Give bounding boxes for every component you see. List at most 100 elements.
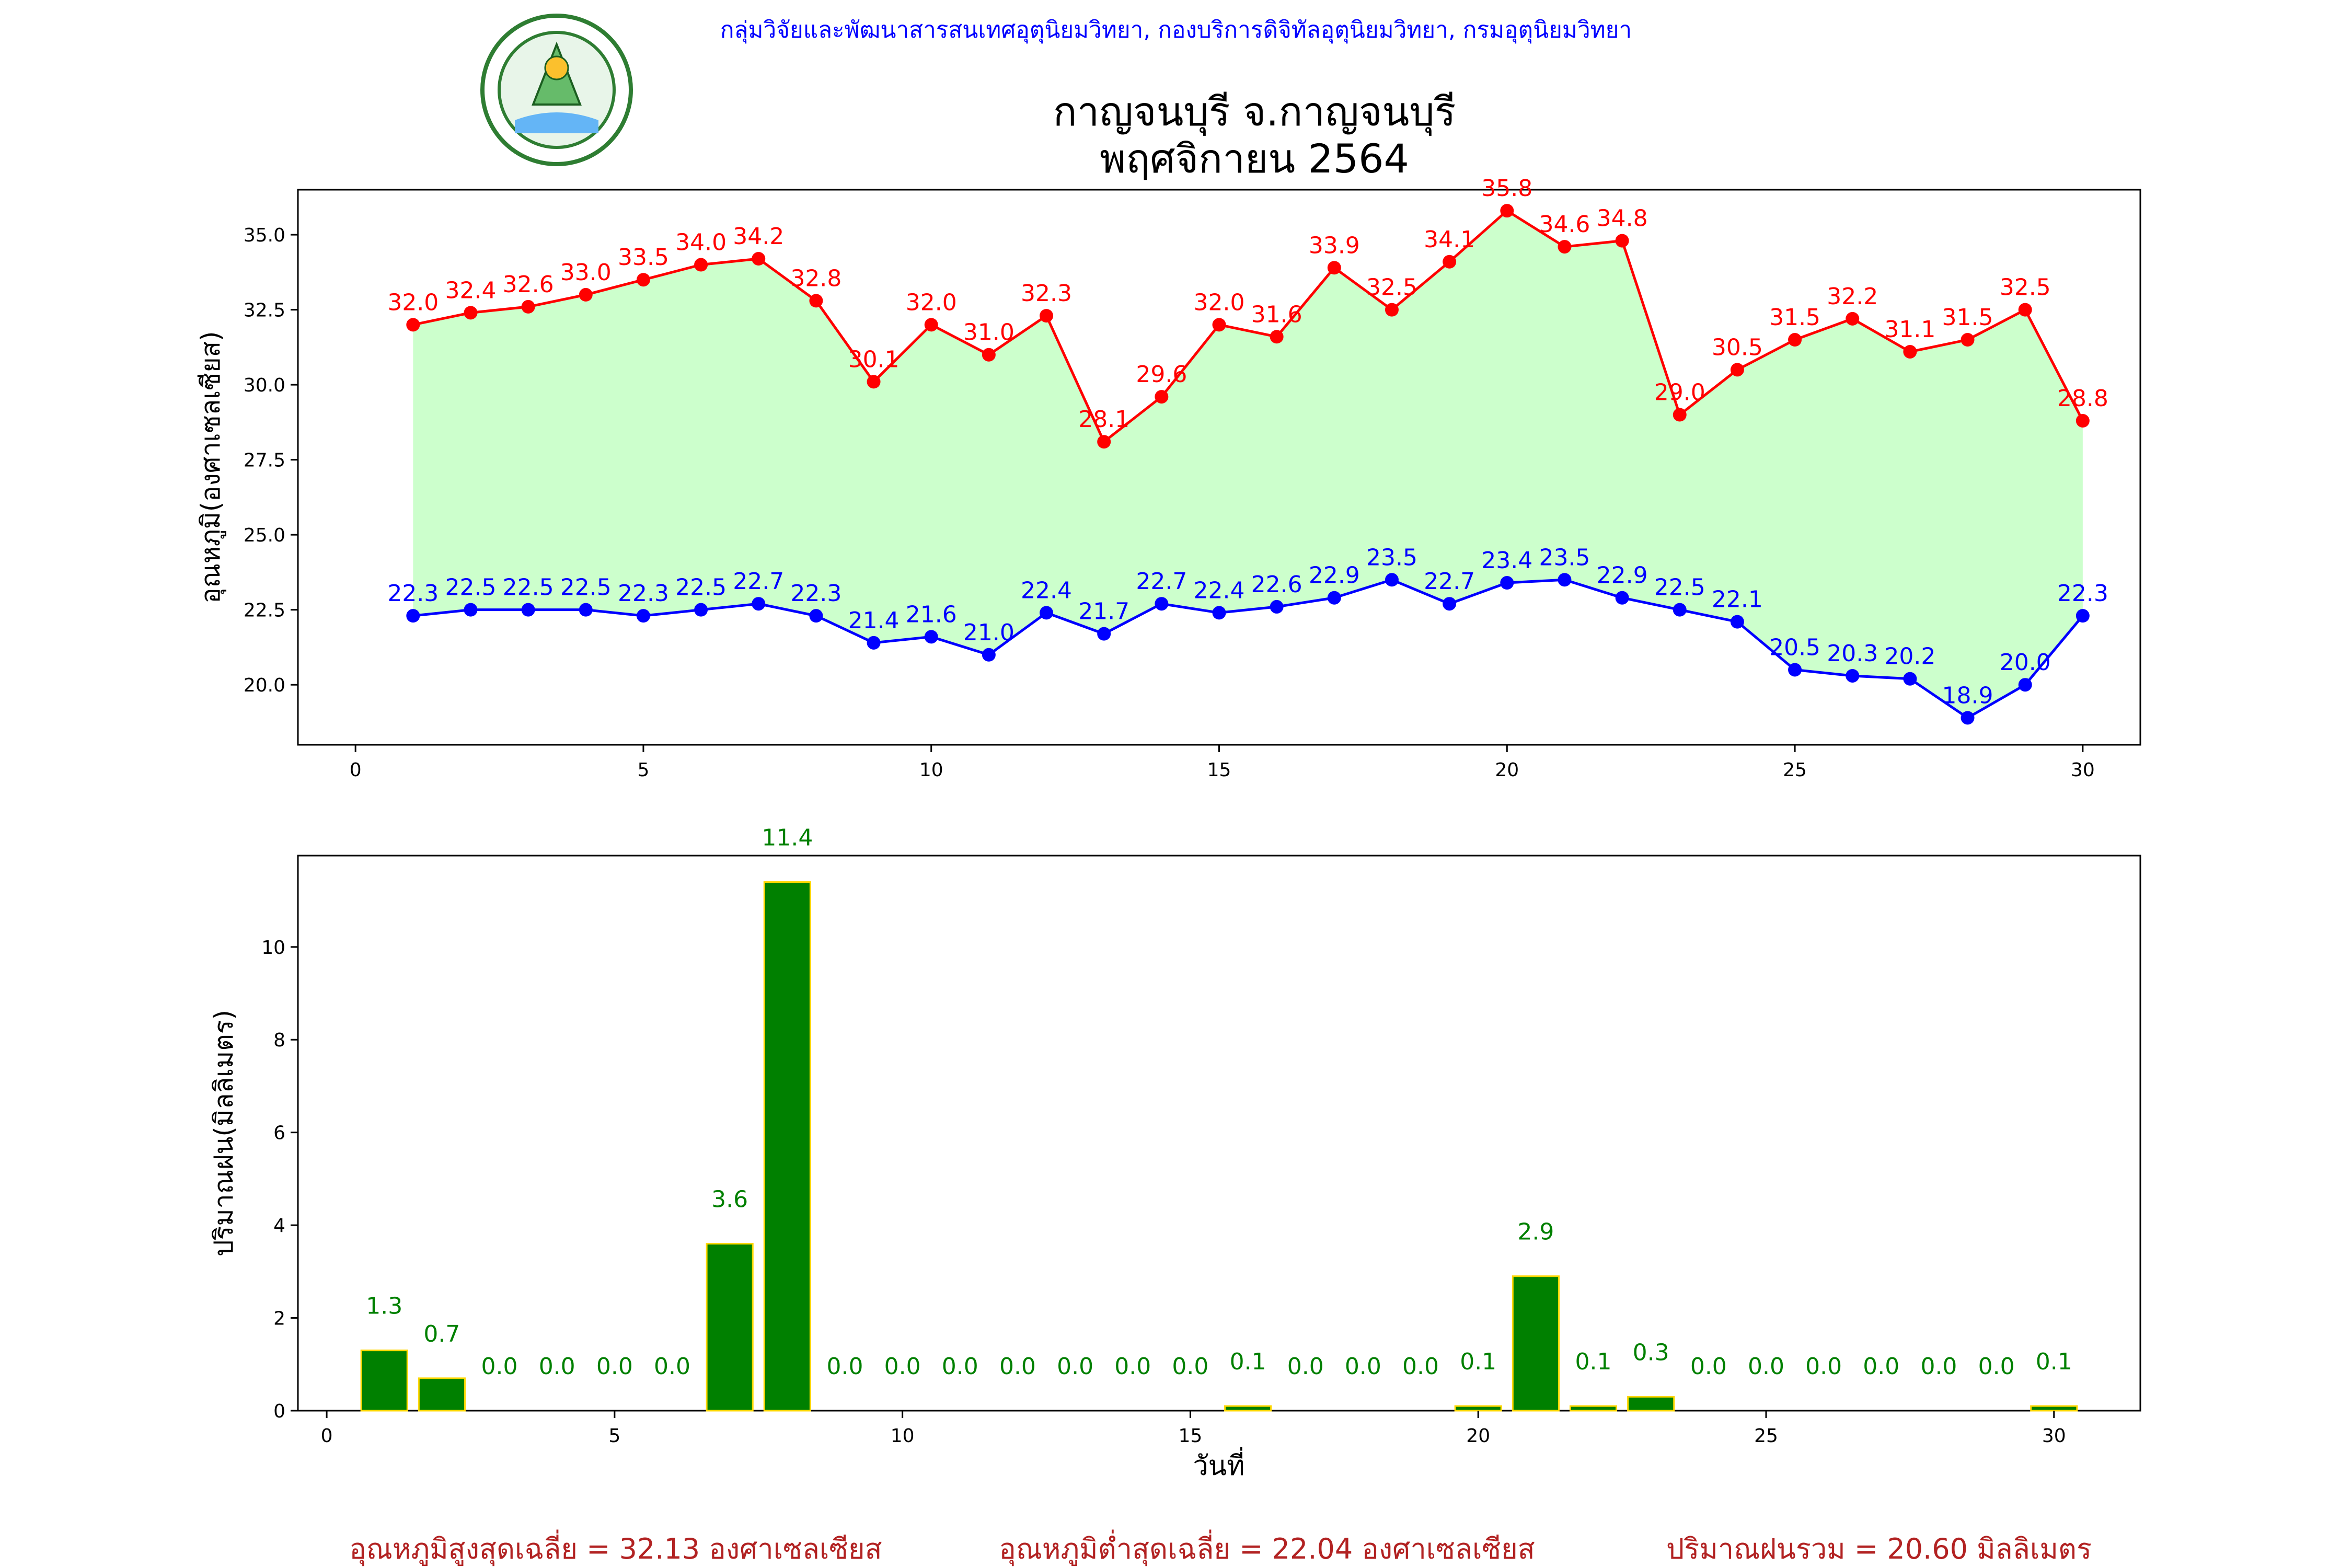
max-temp-point bbox=[579, 287, 593, 302]
max-temp-point bbox=[406, 318, 420, 332]
x-tick-label: 0 bbox=[350, 759, 362, 781]
y-tick-label: 25.0 bbox=[244, 525, 285, 546]
max-temp-point bbox=[2076, 414, 2090, 428]
summary-avg-max: อุณหภูมิสูงสุดเฉลี่ย = 32.13 องศาเซลเซีย… bbox=[349, 1529, 882, 1566]
min-temp-label: 22.5 bbox=[1654, 574, 1705, 601]
rain-value-label: 0.7 bbox=[423, 1321, 460, 1347]
max-temp-point bbox=[924, 318, 938, 332]
y-tick-label: 22.5 bbox=[244, 600, 285, 621]
rain-value-label: 0.0 bbox=[1057, 1353, 1093, 1380]
min-temp-point bbox=[2076, 609, 2090, 623]
tmd-logo bbox=[480, 14, 633, 166]
y-tick-label: 32.5 bbox=[244, 300, 285, 321]
y-tick-label: 6 bbox=[273, 1123, 285, 1144]
max-temp-point bbox=[1385, 303, 1399, 317]
max-temp-label: 34.0 bbox=[675, 229, 727, 256]
min-temp-point bbox=[636, 609, 650, 623]
min-temp-label: 22.5 bbox=[560, 574, 612, 601]
y-tick-label: 4 bbox=[273, 1215, 285, 1237]
min-temp-label: 23.4 bbox=[1481, 547, 1532, 574]
max-temp-label: 29.6 bbox=[1136, 361, 1187, 388]
min-temp-label: 22.3 bbox=[618, 580, 669, 607]
rain-value-label: 0.0 bbox=[1114, 1353, 1151, 1380]
x-tick-label: 30 bbox=[2071, 759, 2095, 781]
rain-value-label: 0.3 bbox=[1633, 1339, 1669, 1366]
max-temp-point bbox=[809, 294, 823, 308]
rain-value-label: 1.3 bbox=[366, 1293, 402, 1320]
max-temp-point bbox=[1500, 204, 1514, 218]
max-temp-label: 28.8 bbox=[2057, 385, 2108, 412]
min-temp-point bbox=[694, 603, 708, 617]
min-temp-point bbox=[1327, 591, 1341, 605]
max-temp-label: 31.5 bbox=[1942, 304, 1993, 331]
temperature-y-axis-label: อุณหภูมิ(องศาเซลเซียส) bbox=[195, 331, 226, 603]
x-tick-label: 10 bbox=[891, 1425, 915, 1447]
x-tick-label: 25 bbox=[1754, 1425, 1778, 1447]
max-temp-point bbox=[1846, 312, 1860, 326]
max-temp-point bbox=[867, 375, 881, 389]
rain-value-label: 0.0 bbox=[1978, 1353, 2015, 1380]
min-temp-point bbox=[1846, 668, 1860, 683]
min-temp-label: 22.4 bbox=[1021, 577, 1072, 604]
max-temp-label: 30.1 bbox=[848, 346, 900, 373]
max-temp-label: 31.1 bbox=[1884, 316, 1935, 343]
rain-value-label: 2.9 bbox=[1517, 1219, 1554, 1246]
max-temp-label: 30.5 bbox=[1712, 334, 1763, 361]
rain-value-label: 0.1 bbox=[1230, 1348, 1266, 1375]
rain-value-label: 0.0 bbox=[1805, 1353, 1842, 1380]
y-tick-label: 10 bbox=[261, 937, 285, 959]
rain-value-label: 0.0 bbox=[884, 1353, 921, 1380]
rain-value-label: 11.4 bbox=[762, 825, 813, 851]
min-temp-point bbox=[521, 603, 535, 617]
max-temp-point bbox=[1327, 261, 1341, 275]
max-temp-label: 32.8 bbox=[790, 265, 841, 292]
max-temp-label: 31.0 bbox=[963, 319, 1014, 346]
max-temp-point bbox=[521, 299, 535, 314]
rain-bar bbox=[1454, 1405, 1502, 1412]
max-temp-point bbox=[1903, 344, 1917, 359]
min-temp-label: 22.7 bbox=[733, 568, 784, 595]
y-tick-label: 20.0 bbox=[244, 675, 285, 696]
max-temp-point bbox=[1270, 330, 1284, 344]
y-tick-label: 30.0 bbox=[244, 375, 285, 396]
max-temp-point bbox=[1097, 435, 1111, 449]
min-temp-point bbox=[1443, 597, 1457, 611]
min-temp-label: 18.9 bbox=[1942, 682, 1993, 709]
min-temp-label: 22.9 bbox=[1309, 562, 1360, 589]
rain-bar bbox=[1569, 1405, 1618, 1412]
min-temp-label: 20.0 bbox=[2000, 649, 2051, 676]
x-tick-label: 0 bbox=[321, 1425, 333, 1447]
max-temp-point bbox=[752, 252, 766, 266]
max-temp-label: 34.8 bbox=[1597, 205, 1648, 232]
min-temp-point bbox=[1040, 606, 1054, 620]
rain-value-label: 3.6 bbox=[711, 1186, 748, 1213]
max-temp-label: 29.0 bbox=[1654, 379, 1705, 406]
max-temp-point bbox=[1155, 390, 1169, 404]
min-temp-line bbox=[413, 578, 2084, 720]
max-temp-label: 34.2 bbox=[733, 223, 784, 250]
max-temp-label: 31.6 bbox=[1251, 301, 1302, 328]
min-temp-point bbox=[2018, 678, 2032, 692]
min-temp-label: 23.5 bbox=[1539, 544, 1590, 571]
max-temp-label: 33.5 bbox=[618, 244, 669, 271]
max-temp-point bbox=[1443, 255, 1457, 269]
max-temp-label: 34.6 bbox=[1539, 211, 1590, 238]
min-temp-point bbox=[1212, 606, 1226, 620]
min-temp-label: 22.4 bbox=[1194, 577, 1245, 604]
max-temp-label: 33.9 bbox=[1309, 232, 1360, 259]
rain-value-label: 0.0 bbox=[1287, 1353, 1324, 1380]
min-temp-label: 22.3 bbox=[2057, 580, 2108, 607]
x-tick-label: 30 bbox=[2042, 1425, 2066, 1447]
min-temp-label: 20.2 bbox=[1884, 643, 1935, 670]
min-temp-point bbox=[982, 648, 996, 662]
rain-value-label: 0.1 bbox=[1460, 1348, 1496, 1375]
rain-value-label: 0.0 bbox=[1690, 1353, 1727, 1380]
min-temp-point bbox=[1673, 603, 1687, 617]
y-tick-label: 0 bbox=[273, 1401, 285, 1422]
min-temp-label: 22.5 bbox=[445, 574, 496, 601]
max-temp-line bbox=[412, 209, 2084, 444]
rain-value-label: 0.0 bbox=[1748, 1353, 1784, 1380]
agency-line: กลุ่มวิจัยและพัฒนาสารสนเทศอุตุนิยมวิทยา,… bbox=[720, 17, 1632, 44]
max-temp-point bbox=[1673, 408, 1687, 422]
x-tick-label: 20 bbox=[1466, 1425, 1490, 1447]
